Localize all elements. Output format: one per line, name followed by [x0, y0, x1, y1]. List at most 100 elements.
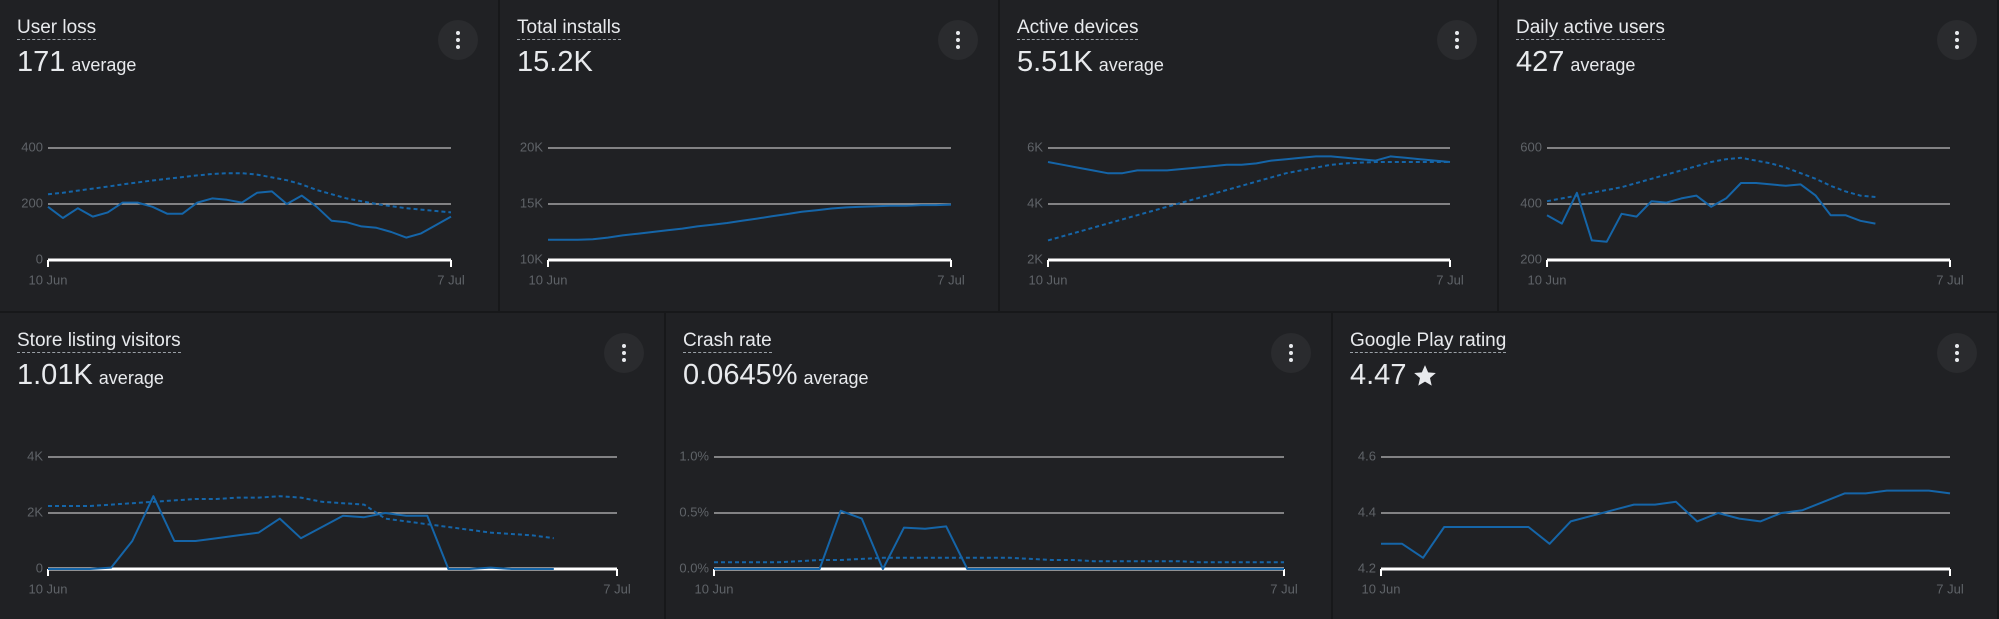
y-tick-label: 20K [520, 139, 543, 154]
metric-title[interactable]: User loss [17, 17, 97, 40]
x-tick-label: 10 Jun [28, 272, 67, 287]
metric-card: Crash rate 0.0645% average 0.0% 0.5% 1.0% 10 J… [666, 313, 1331, 619]
y-tick-label: 0.5% [679, 504, 709, 519]
menu-dot [1955, 31, 1959, 35]
metric-headline: 15.2K [517, 46, 593, 79]
metric-title[interactable]: Total installs [517, 17, 621, 40]
more-icon [456, 31, 460, 49]
data-line [48, 495, 554, 570]
metric-title[interactable]: Crash rate [683, 330, 772, 353]
y-tick-label: 4.2 [1358, 560, 1376, 575]
plot: 0 200 400 10 Jun 7 Jul [21, 139, 465, 287]
metric-title[interactable]: Store listing visitors [17, 330, 181, 353]
y-tick-label: 4K [1027, 195, 1043, 210]
menu-dot [1455, 38, 1459, 42]
more-menu[interactable] [438, 20, 478, 60]
metric-headline: 427 average [1516, 46, 1635, 79]
metric-card: Google Play rating 4.47 4.2 4.4 4.6 10 Jun 7 J… [1333, 313, 1997, 619]
x-tick-label: 10 Jun [528, 272, 567, 287]
headline-note: average [71, 55, 137, 75]
data-line [1546, 182, 1876, 243]
menu-dot [456, 38, 460, 42]
menu-dot [622, 351, 626, 355]
metric-headline: 1.01K average [17, 359, 164, 392]
metric-card: Store listing visitors 1.01K average 0 2K 4K 1… [0, 313, 664, 619]
menu-dot [1455, 31, 1459, 35]
metric-headline: 0.0645% average [683, 359, 869, 392]
headline-note: average [1098, 55, 1164, 75]
menu-dot [956, 45, 960, 49]
data-line [1381, 489, 1951, 559]
y-tick-label: 4.4 [1358, 504, 1376, 519]
metric-title[interactable]: Active devices [1017, 17, 1139, 40]
x-tick-label: 10 Jun [694, 581, 733, 596]
x-tick-label: 7 Jul [1436, 272, 1464, 287]
menu-dot [1455, 45, 1459, 49]
plot: 2K 4K 6K 10 Jun 7 Jul [1027, 139, 1464, 287]
x-tick-label: 10 Jun [1361, 581, 1400, 596]
menu-dot [1955, 344, 1959, 348]
plot: 0.0% 0.5% 1.0% 10 Jun 7 Jul [679, 448, 1298, 596]
y-tick-label: 10K [520, 251, 543, 266]
y-tick-label: 4.6 [1358, 448, 1376, 463]
y-tick-label: 0.0% [679, 560, 709, 575]
metric-card: Daily active users 427 average 200 400 600 10 … [1499, 0, 1997, 311]
menu-dot [1955, 351, 1959, 355]
plot: 200 400 600 10 Jun 7 Jul [1520, 139, 1964, 287]
x-tick-label: 7 Jul [1270, 581, 1298, 596]
y-tick-label: 400 [1520, 195, 1542, 210]
x-tick-label: 7 Jul [437, 272, 465, 287]
metric-card: Total installs 15.2K 10K 15K 20K 10 Jun 7 Jul [500, 0, 998, 311]
headline-value: 5.51K [1017, 46, 1093, 78]
comparison-line [48, 495, 554, 540]
metric-title[interactable]: Google Play rating [1350, 330, 1507, 353]
y-tick-label: 2K [27, 504, 43, 519]
menu-dot [456, 45, 460, 49]
y-tick-label: 200 [1520, 251, 1542, 266]
headline-value: 1.01K [17, 359, 93, 391]
headline-value: 15.2K [517, 46, 593, 78]
menu-dot [1289, 358, 1293, 362]
star-icon [1414, 364, 1437, 386]
metric-card: Active devices 5.51K average 2K 4K 6K 10 Jun 7 … [1000, 0, 1497, 311]
more-menu[interactable] [604, 333, 644, 373]
headline-value: 427 [1516, 46, 1565, 78]
data-line [548, 203, 952, 241]
data-line [714, 509, 1284, 570]
more-icon [1289, 344, 1293, 362]
metric-title[interactable]: Daily active users [1516, 17, 1665, 40]
more-menu[interactable] [938, 20, 978, 60]
more-icon [1955, 31, 1959, 49]
x-tick-label: 7 Jul [1936, 581, 1964, 596]
plot: 4.2 4.4 4.6 10 Jun 7 Jul [1358, 448, 1964, 596]
data-line [47, 190, 452, 239]
y-tick-label: 15K [520, 195, 543, 210]
menu-dot [1289, 344, 1293, 348]
plot: 10K 15K 20K 10 Jun 7 Jul [520, 139, 965, 287]
comparison-line [47, 172, 452, 214]
y-tick-label: 2K [1027, 251, 1043, 266]
headline-value: 4.47 [1350, 359, 1407, 391]
y-tick-label: 4K [27, 448, 43, 463]
x-tick-label: 7 Jul [937, 272, 965, 287]
y-tick-label: 400 [21, 139, 43, 154]
y-tick-label: 0 [36, 560, 43, 575]
comparison-line [1546, 156, 1876, 203]
y-tick-label: 6K [1027, 139, 1043, 154]
headline-note: average [1570, 55, 1636, 75]
more-menu[interactable] [1437, 20, 1477, 60]
x-tick-label: 10 Jun [1028, 272, 1067, 287]
comparison-line [1047, 161, 1450, 242]
more-menu[interactable] [1937, 333, 1977, 373]
more-icon [1455, 31, 1459, 49]
y-tick-label: 1.0% [679, 448, 709, 463]
more-menu[interactable] [1271, 333, 1311, 373]
menu-dot [622, 358, 626, 362]
metric-headline: 5.51K average [1017, 46, 1164, 79]
x-tick-label: 10 Jun [1527, 272, 1566, 287]
headline-note: average [803, 368, 869, 388]
more-menu[interactable] [1937, 20, 1977, 60]
more-icon [622, 344, 626, 362]
more-icon [956, 31, 960, 49]
